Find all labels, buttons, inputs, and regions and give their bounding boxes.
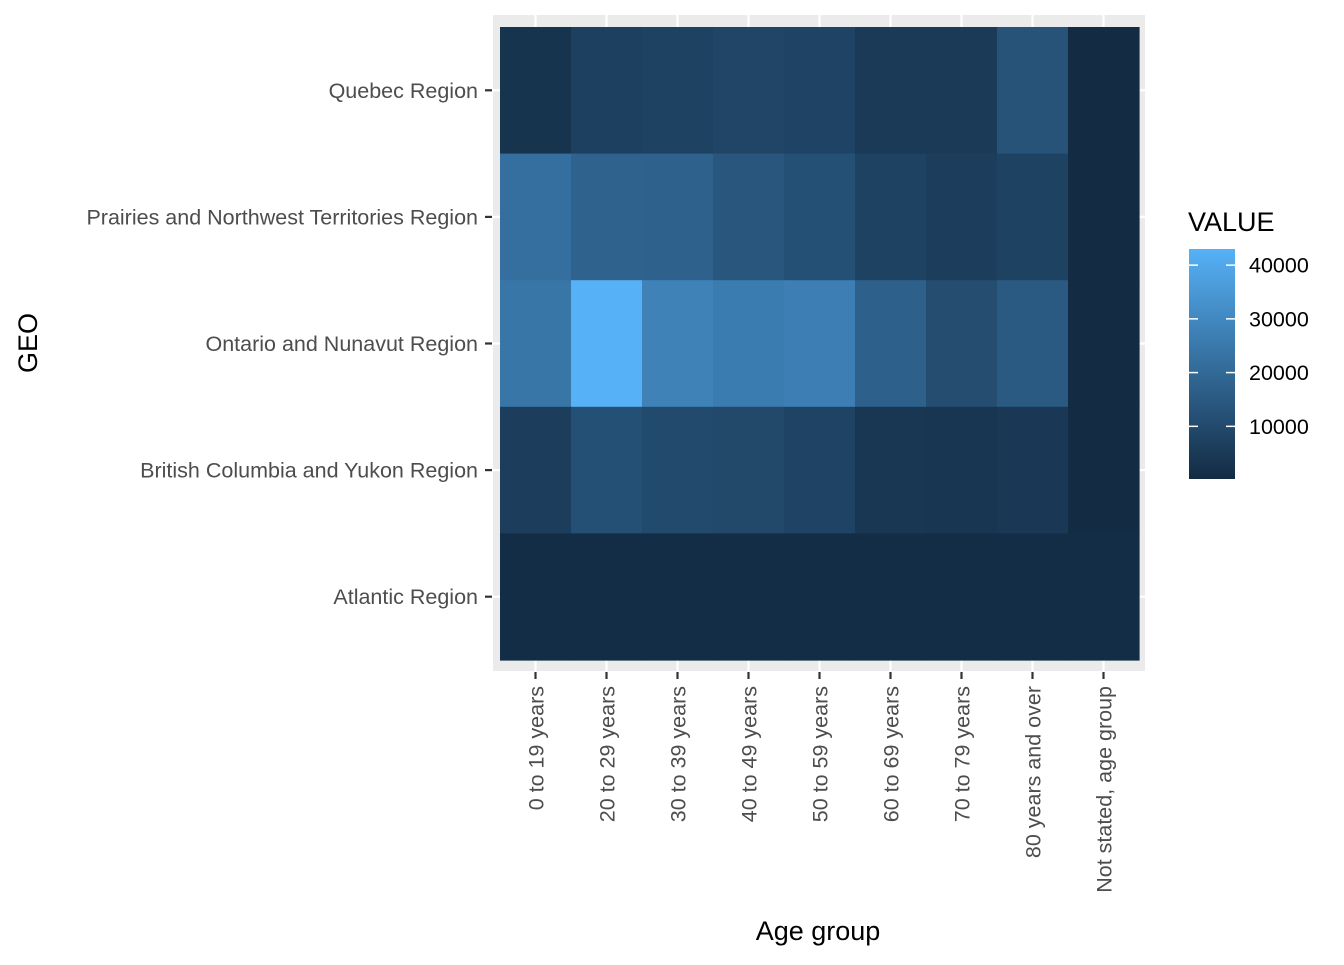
heatmap-cell: [784, 533, 856, 661]
x-tick-label: 80 years and over: [1022, 686, 1046, 858]
y-tick-label: Ontario and Nunavut Region: [205, 332, 478, 356]
heatmap-cell: [855, 406, 927, 534]
heatmap-cell: [997, 27, 1069, 155]
heatmap-cell: [713, 27, 785, 155]
heatmap-cell: [1068, 153, 1140, 281]
heatmap-cell: [784, 27, 856, 155]
x-tick-label: 20 to 29 years: [596, 686, 620, 822]
legend-tick-label: 20000: [1249, 361, 1309, 385]
heatmap-cell: [1068, 406, 1140, 534]
heatmap-cell: [571, 406, 643, 534]
x-axis: 0 to 19 years 20 to 29 years 30 to 39 year…: [525, 672, 1117, 893]
legend-colorbar: [1189, 249, 1235, 479]
heatmap-cell: [500, 280, 572, 408]
heatmap-cell: [571, 153, 643, 281]
heatmap-cell: [500, 27, 572, 155]
heatmap-cell: [642, 280, 714, 408]
heatmap-cell: [713, 280, 785, 408]
heatmap-cell: [500, 153, 572, 281]
x-tick-label: 60 to 69 years: [880, 686, 904, 822]
heatmap-cell: [784, 406, 856, 534]
y-axis: Quebec Region Prairies and Northwest Terr…: [86, 79, 492, 609]
heatmap-cell: [997, 280, 1069, 408]
x-tick-label: 40 to 49 years: [738, 686, 762, 822]
heatmap-cell: [855, 533, 927, 661]
heatmap-cell: [997, 406, 1069, 534]
heatmap-cell: [997, 153, 1069, 281]
heatmap-cell: [1068, 280, 1140, 408]
x-tick-label: 70 to 79 years: [951, 686, 975, 822]
heatmap-cell: [571, 533, 643, 661]
heatmap-cell: [642, 153, 714, 281]
heatmap-cell: [997, 533, 1069, 661]
legend-tick-label: 30000: [1249, 307, 1309, 331]
heatmap-cell: [713, 406, 785, 534]
heatmap-cell: [926, 533, 998, 661]
heatmap-cell: [926, 153, 998, 281]
y-axis-title: GEO: [13, 313, 43, 373]
heatmap-cell: [713, 153, 785, 281]
heatmap-cell: [713, 533, 785, 661]
heatmap-cell: [784, 153, 856, 281]
heatmap-cell: [784, 280, 856, 408]
heatmap-cell: [855, 153, 927, 281]
heatmap-cell: [1068, 27, 1140, 155]
heatmap-cell: [571, 27, 643, 155]
heatmap-cell: [926, 27, 998, 155]
legend-tick-label: 10000: [1249, 415, 1309, 439]
heatmap-cell: [500, 406, 572, 534]
heatmap-cell: [500, 533, 572, 661]
x-tick-label: Not stated, age group: [1093, 686, 1117, 893]
heatmap-cell: [642, 406, 714, 534]
y-tick-label: Atlantic Region: [333, 585, 478, 609]
x-axis-title: Age group: [756, 916, 881, 946]
y-tick-label: Quebec Region: [329, 79, 478, 103]
y-tick-label: British Columbia and Yukon Region: [140, 459, 478, 483]
legend-ticks: 10000 20000 30000 40000: [1189, 254, 1309, 439]
legend-title: VALUE: [1188, 207, 1275, 237]
heatmap-cell: [926, 280, 998, 408]
x-tick-label: 50 to 59 years: [809, 686, 833, 822]
heatmap-cell: [855, 280, 927, 408]
heatmap-cell: [642, 27, 714, 155]
x-tick-label: 0 to 19 years: [525, 686, 549, 810]
x-tick-label: 30 to 39 years: [667, 686, 691, 822]
y-tick-label: Prairies and Northwest Territories Regio…: [86, 205, 478, 229]
heatmap-cell: [926, 406, 998, 534]
color-legend: VALUE 10000 20000 30000 40000: [1188, 207, 1309, 479]
heatmap-cell: [855, 27, 927, 155]
heatmap-cell: [642, 533, 714, 661]
heatmap-cell: [1068, 533, 1140, 661]
heatmap-cell: [571, 280, 643, 408]
legend-tick-label: 40000: [1249, 254, 1309, 278]
heatmap-cells: [500, 27, 1140, 661]
